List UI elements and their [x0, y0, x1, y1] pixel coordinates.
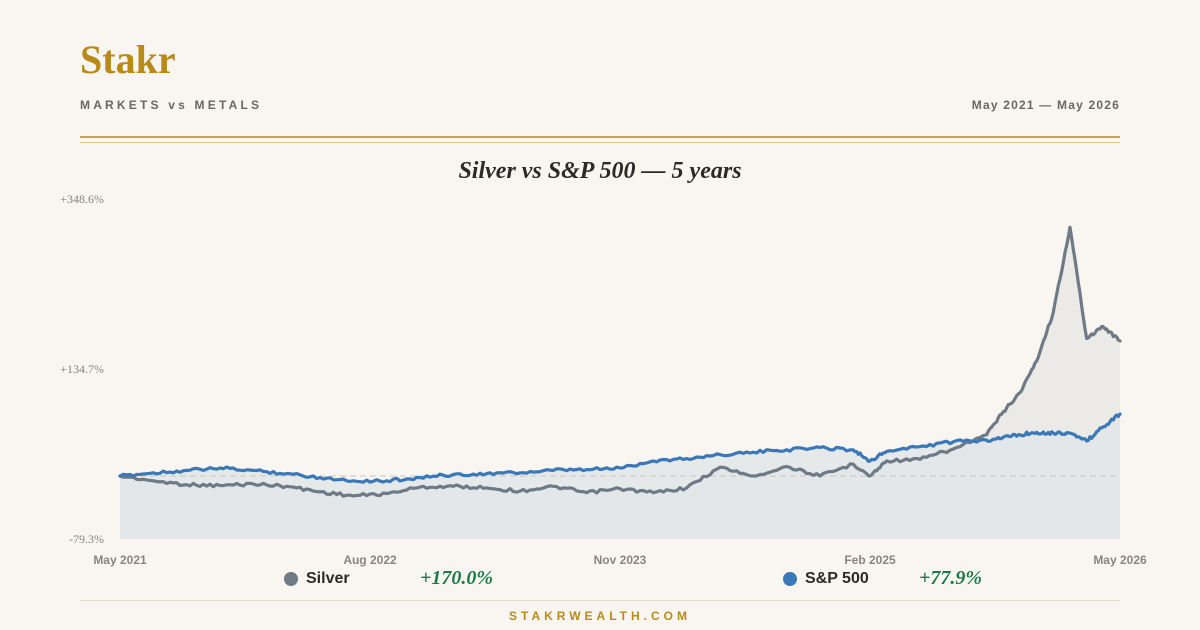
legend-item-silver: Silver +170.0%: [284, 567, 493, 590]
line-chart: +348.6% +134.7% -79.3% May 2021 Aug 2022 Nov…: [60, 192, 1147, 567]
x-tick-label: Aug 2022: [343, 553, 397, 567]
x-tick-label: May 2026: [1093, 553, 1147, 567]
silver-return-value: +170.0%: [420, 567, 494, 589]
y-axis-ticks: +348.6% +134.7% -79.3%: [60, 192, 104, 546]
legend-item-sp500: S&P 500 +77.9%: [783, 567, 982, 590]
x-tick-label: Nov 2023: [594, 553, 647, 567]
sp500-legend-label: S&P 500: [805, 570, 869, 587]
chart-title: Silver vs S&P 500 — 5 years: [458, 158, 742, 184]
y-tick-label: +134.7%: [60, 362, 104, 376]
silver-legend-label: Silver: [306, 570, 350, 587]
series-lines: [118, 225, 1122, 498]
y-tick-label: +348.6%: [60, 192, 104, 206]
footer-rule: [80, 600, 1120, 601]
brand-logo: Stakr: [80, 37, 176, 82]
x-tick-label: Feb 2025: [844, 553, 896, 567]
header-rule: [80, 136, 1120, 138]
y-tick-label: -79.3%: [69, 532, 104, 546]
sp500-legend-swatch: [783, 572, 797, 586]
header-date-range: May 2021 — May 2026: [971, 98, 1120, 112]
sp500-return-value: +77.9%: [919, 567, 983, 589]
area-fill-s-p-500: [120, 414, 1120, 539]
x-tick-label: May 2021: [93, 553, 147, 567]
footer-site: STAKRWEALTH.COM: [509, 609, 691, 623]
x-axis-ticks: May 2021 Aug 2022 Nov 2023 Feb 2025 May 2026: [93, 553, 1147, 567]
series-line-silver: [118, 225, 1122, 498]
header-rule-thin: [80, 142, 1120, 143]
series-line-s-p-500: [118, 412, 1122, 484]
silver-legend-swatch: [284, 572, 298, 586]
header-subtitle: MARKETS vs METALS: [80, 98, 263, 112]
area-fills: [120, 227, 1120, 540]
